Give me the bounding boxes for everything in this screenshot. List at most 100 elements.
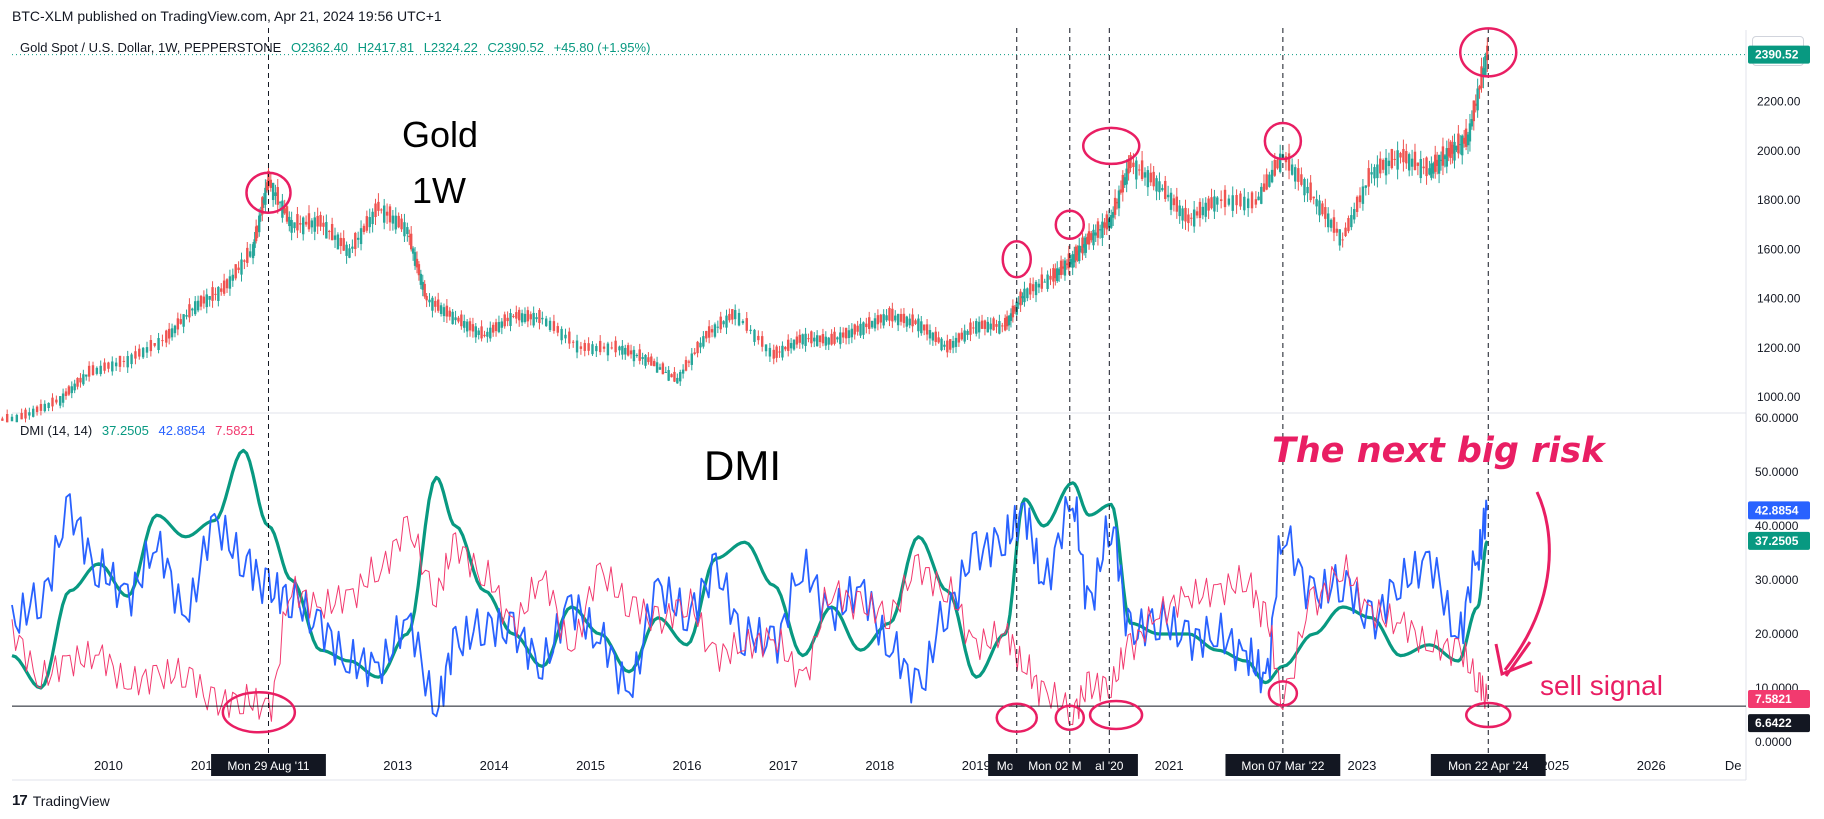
candle-body — [274, 192, 277, 197]
candle-body — [1413, 151, 1417, 171]
candle-body — [468, 321, 472, 331]
candle-body — [1019, 291, 1022, 306]
candle-body — [1474, 103, 1477, 106]
candle-body — [1146, 170, 1150, 188]
candle-body — [1239, 193, 1242, 207]
price-legend-close: C2390.52 — [488, 40, 544, 55]
price-tick-label: 1600.00 — [1757, 242, 1801, 256]
candle-body — [960, 332, 963, 340]
candle-body — [254, 226, 258, 242]
candle-body — [1459, 144, 1462, 146]
candle-body — [262, 199, 266, 204]
candle-body — [380, 209, 383, 211]
candle-body — [246, 247, 249, 263]
candle-body — [1434, 154, 1437, 172]
candle-body — [798, 334, 801, 343]
candle-body — [503, 314, 506, 327]
candle-body — [400, 218, 403, 230]
candle-body — [1344, 227, 1347, 237]
candle-body — [679, 372, 682, 382]
candle-body — [1303, 179, 1306, 196]
risk-arrow-head — [1494, 643, 1533, 677]
dmi-legend-minus-di: 7.5821 — [215, 423, 255, 438]
time-tick-label: 2017 — [769, 758, 798, 773]
footer-brand[interactable]: 17 TradingView — [12, 792, 110, 809]
candle-body — [1425, 157, 1428, 177]
candle-body — [778, 351, 781, 353]
candle-body — [1294, 167, 1297, 182]
candle-body — [1312, 196, 1315, 199]
candle-body — [354, 232, 357, 250]
candle-body — [1135, 160, 1138, 180]
candle-body — [388, 206, 392, 223]
candle-body — [894, 315, 897, 321]
candle-body — [1379, 158, 1382, 174]
dmi-tick-label: 30.0000 — [1755, 573, 1799, 587]
candle-body — [963, 330, 966, 342]
candle-body — [293, 222, 296, 229]
time-tick-label: 2025 — [1540, 758, 1569, 773]
candle-body — [1384, 157, 1388, 176]
candle-body — [411, 248, 415, 254]
candle-body — [856, 325, 859, 332]
candle-body — [1138, 169, 1141, 171]
candle-body — [598, 340, 602, 353]
candle-body — [1265, 174, 1268, 190]
candle-body — [103, 362, 106, 371]
marker-circle — [1088, 699, 1144, 731]
candle-body — [1094, 232, 1097, 236]
candle-body — [1439, 159, 1443, 162]
candle-body — [1464, 128, 1468, 147]
candle-body — [664, 371, 667, 373]
candle-body — [299, 223, 302, 225]
candle-body — [491, 324, 495, 333]
candle-body — [1143, 172, 1147, 178]
candle-body — [1435, 159, 1439, 166]
candle-body — [922, 324, 926, 331]
candle-body — [439, 305, 443, 314]
candle-body — [885, 315, 888, 321]
candle-body — [529, 314, 532, 320]
candle-body — [876, 315, 880, 325]
crosshair-time-label-text: al '20 — [1095, 759, 1124, 773]
candle-body — [1297, 168, 1300, 182]
candle-body — [768, 347, 772, 357]
candle-body — [940, 338, 943, 351]
candle-body — [214, 293, 217, 295]
candle-body — [1484, 55, 1487, 76]
candle-body — [477, 330, 480, 335]
candle-body — [1127, 161, 1130, 174]
candle-body — [170, 328, 174, 338]
candle-body — [1098, 229, 1102, 231]
candle-body — [888, 308, 891, 321]
price-tick-label: 2200.00 — [1757, 95, 1801, 109]
candle-body — [153, 343, 156, 346]
candle-body — [541, 317, 544, 320]
candle-body — [322, 222, 325, 227]
candle-body — [827, 337, 830, 345]
candle-body — [425, 295, 428, 301]
candle-body — [448, 310, 451, 317]
candle-body — [421, 281, 424, 290]
price-legend-low: L2324.22 — [424, 40, 478, 55]
candle-body — [1069, 258, 1072, 265]
candle-body — [165, 330, 168, 343]
dmi-value-badge: 42.8854 — [1748, 501, 1810, 520]
candle-body — [423, 283, 426, 297]
candle-body — [579, 346, 583, 349]
sell-signal-annotation: sell signal — [1540, 670, 1663, 701]
candle-body — [1419, 158, 1422, 179]
candle-body — [515, 312, 518, 319]
candle-body — [624, 347, 627, 355]
candle-body — [917, 318, 920, 332]
candle-body — [1204, 202, 1207, 217]
candle-body — [408, 235, 411, 238]
marker-circle — [1465, 701, 1512, 729]
candle-body — [436, 299, 440, 311]
price-legend-symbol: Gold Spot / U.S. Dollar, 1W, PEPPERSTONE — [20, 40, 282, 55]
candle-body — [575, 340, 579, 353]
price-tick-label: 1400.00 — [1757, 292, 1801, 306]
marker-circle — [221, 691, 297, 734]
candle-body — [494, 322, 498, 332]
